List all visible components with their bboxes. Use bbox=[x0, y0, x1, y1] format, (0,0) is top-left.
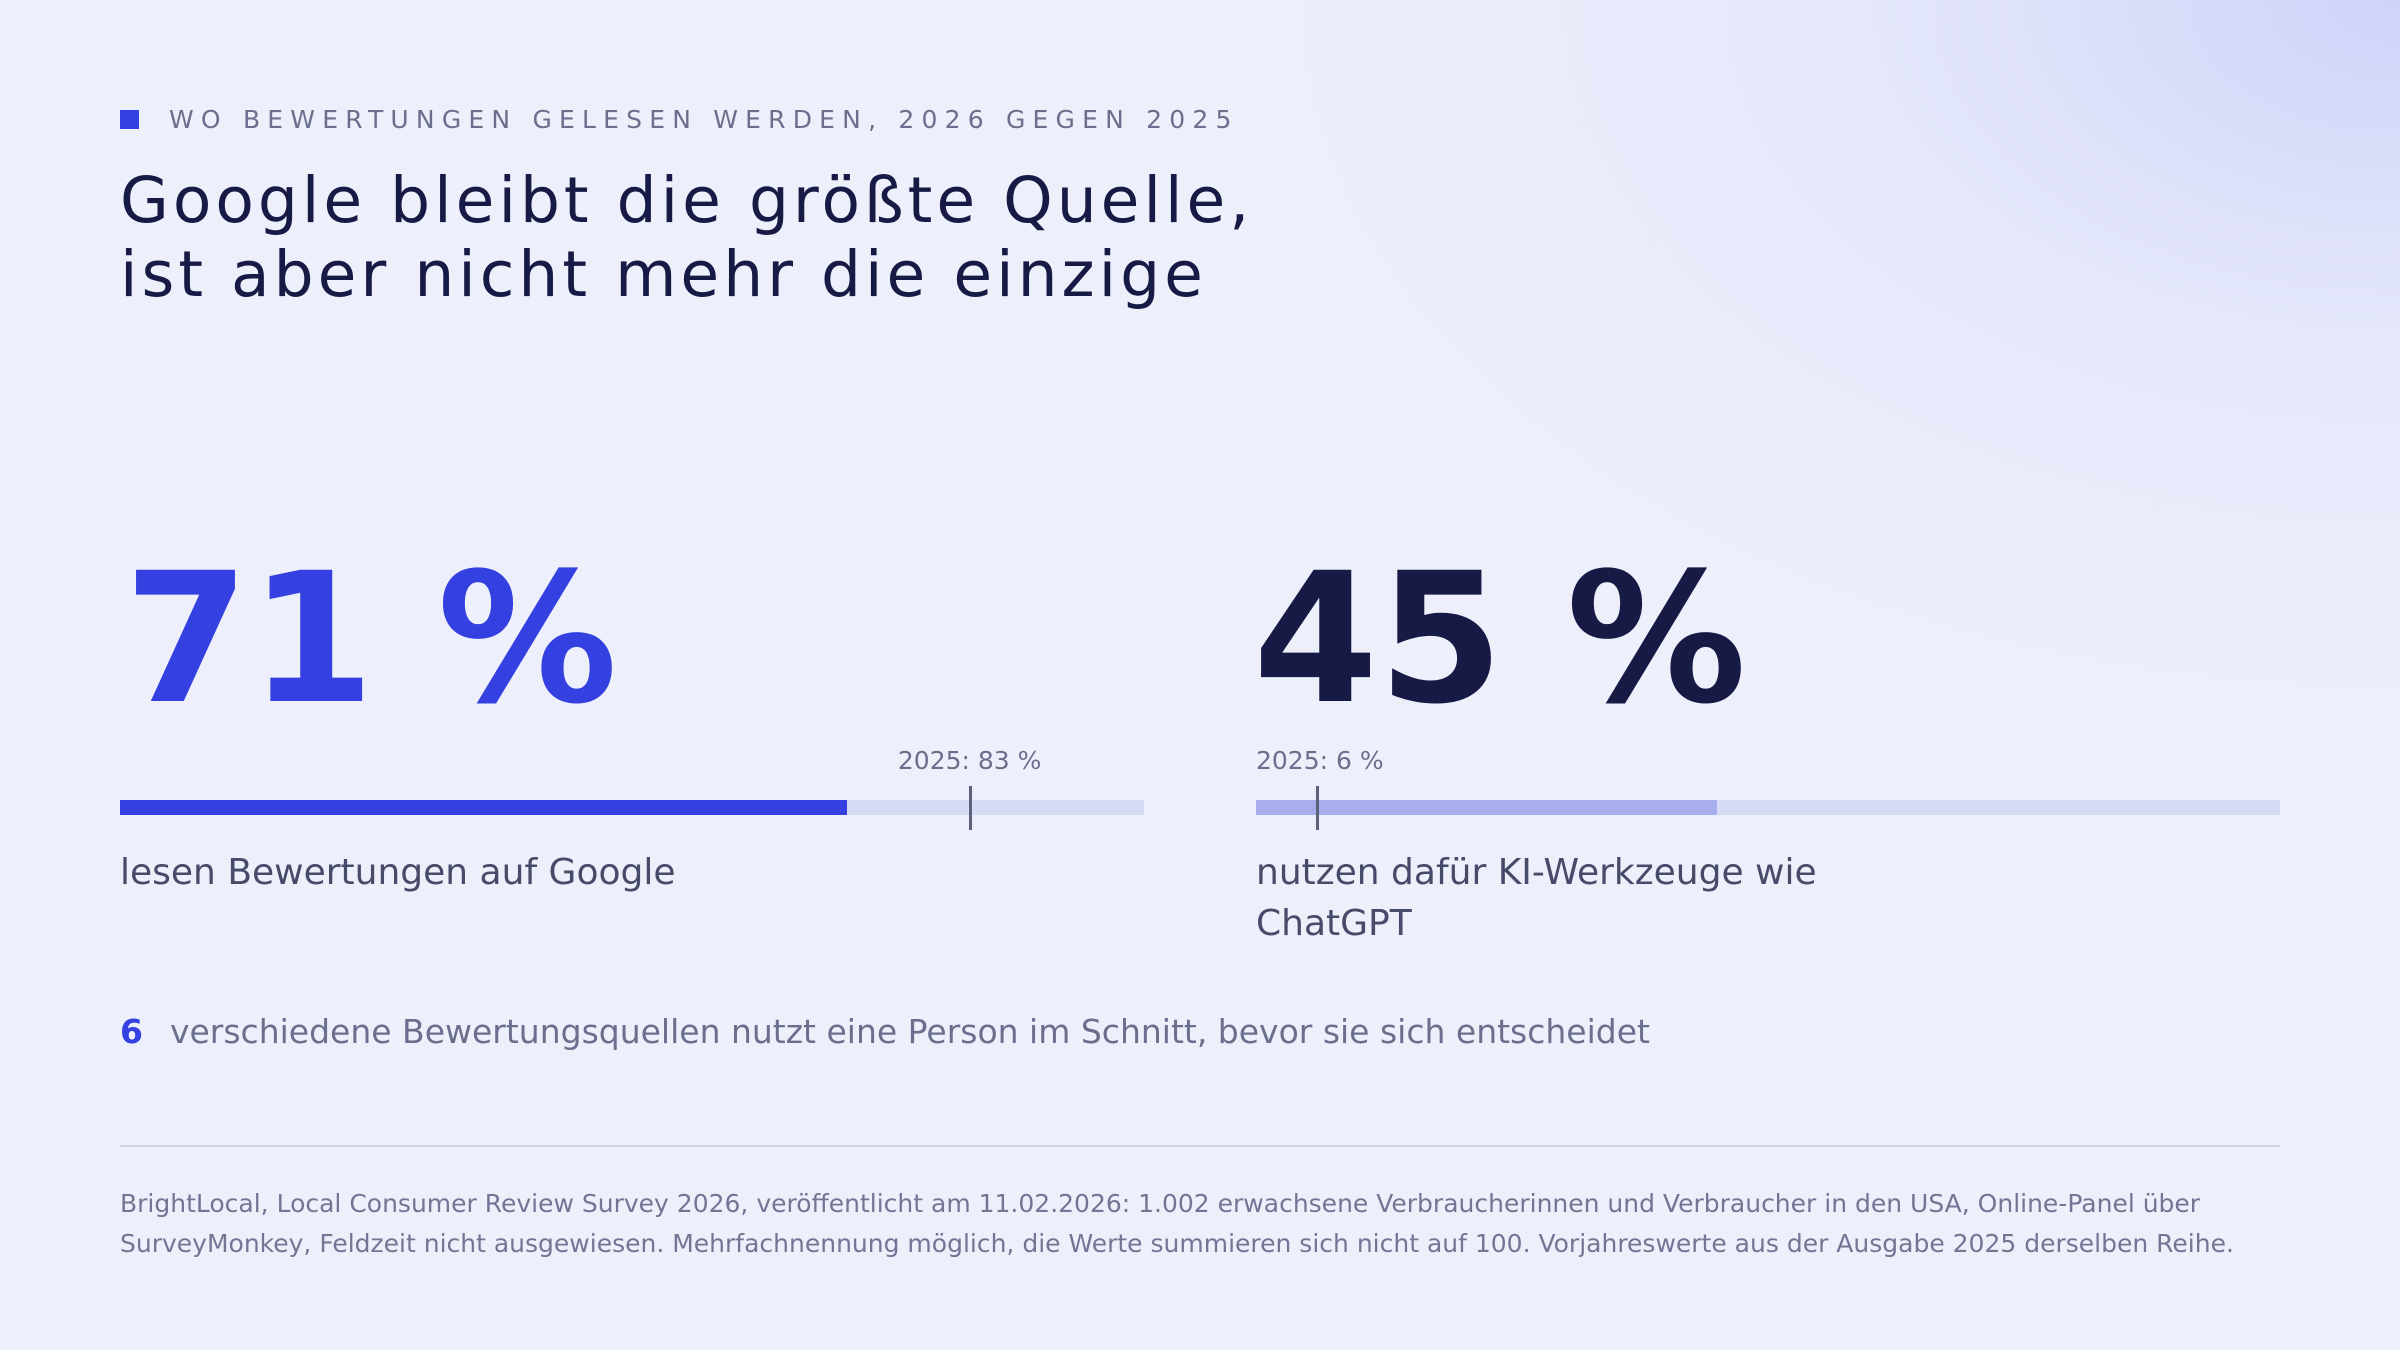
stat-ki-value: 45 % bbox=[1253, 535, 1747, 744]
kicker-square-icon bbox=[120, 110, 139, 129]
stat-google-previous-label: 2025: 83 % bbox=[897, 746, 1042, 775]
sources-stat-value: 6 bbox=[120, 1012, 143, 1051]
headline: Google bleibt die größte Quelle, ist abe… bbox=[120, 164, 1254, 311]
stat-google-previous-marker bbox=[968, 786, 972, 830]
divider bbox=[120, 1145, 2280, 1147]
stat-ki-previous-label: 2025: 6 % bbox=[1256, 746, 1384, 775]
stat-google-description: lesen Bewertungen auf Google bbox=[120, 852, 676, 893]
kicker-text: WO BEWERTUNGEN GELESEN WERDEN, 2026 GEGE… bbox=[169, 105, 1239, 134]
stat-ki-bar-fill bbox=[1256, 800, 1717, 815]
stat-google-bar-fill bbox=[120, 800, 848, 815]
sources-stat-text: verschiedene Bewertungsquellen nutzt ein… bbox=[169, 1012, 1650, 1051]
stat-ki-previous-marker bbox=[1316, 786, 1320, 830]
stat-google-bar-track bbox=[120, 800, 1144, 815]
sources-stat: 6 verschiedene Bewertungsquellen nutzt e… bbox=[120, 1012, 1650, 1051]
source-footnote: BrightLocal, Local Consumer Review Surve… bbox=[120, 1189, 2234, 1258]
stat-google: 71 % 2025: 83 % lesen Bewertungen auf Go… bbox=[120, 540, 1144, 980]
stat-ki-bar-track bbox=[1256, 800, 2280, 815]
stat-google-value: 71 % bbox=[124, 535, 618, 744]
stat-ki: 45 % 2025: 6 % nutzen dafür KI-Werkzeuge… bbox=[1253, 535, 2280, 980]
stat-ki-description: nutzen dafür KI-Werkzeuge wie ChatGPT bbox=[1256, 852, 1817, 944]
kicker: WO BEWERTUNGEN GELESEN WERDEN, 2026 GEGE… bbox=[120, 105, 1239, 134]
